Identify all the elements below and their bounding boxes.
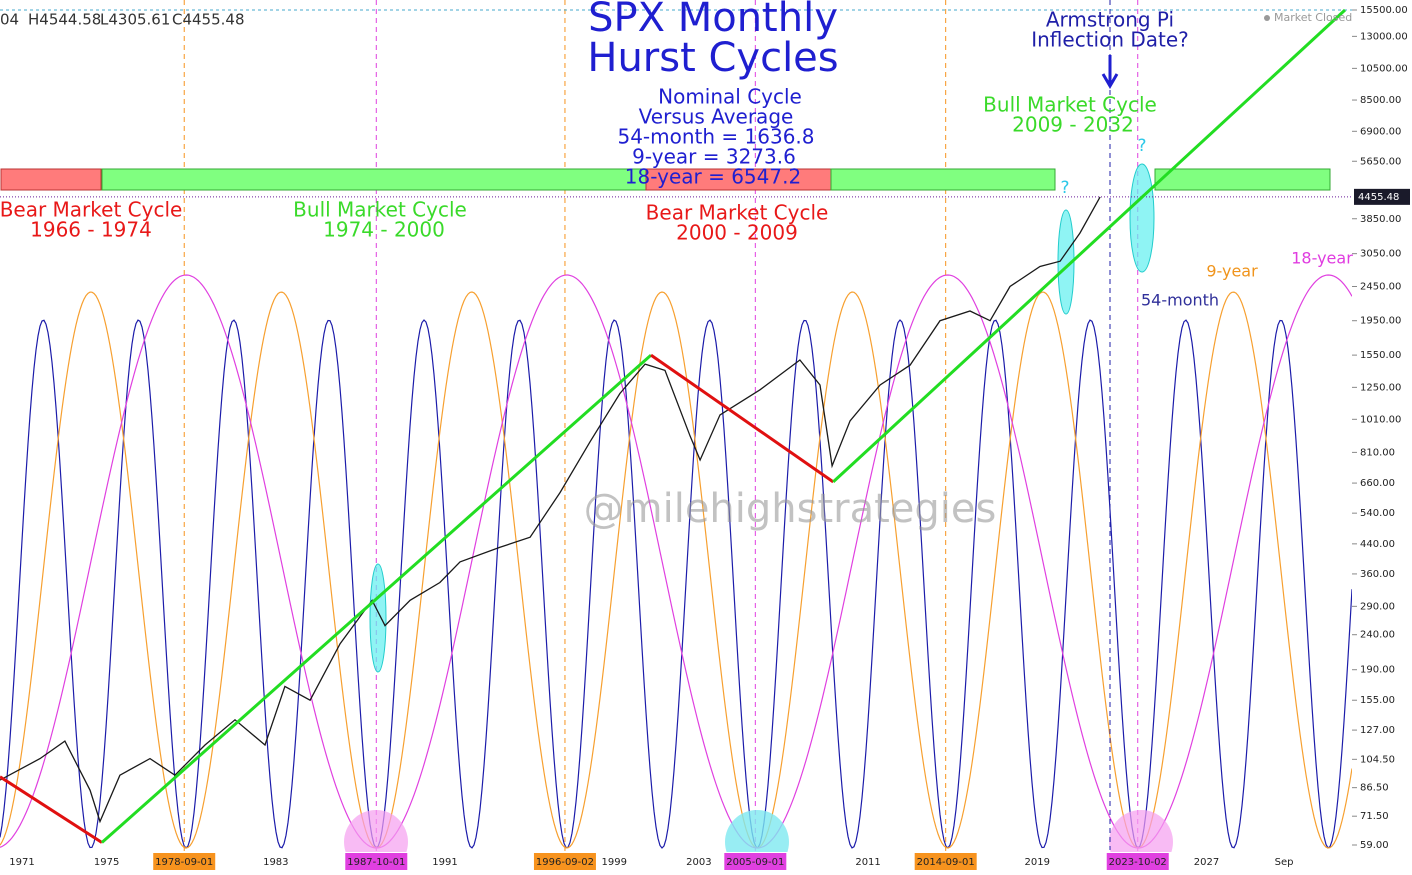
cycle-label: Bear Market Cycle xyxy=(646,201,829,225)
cycle-wave xyxy=(0,319,1353,849)
nominal: 54-month = 1636.8 xyxy=(617,125,814,149)
y-tick-label: 3050.00 xyxy=(1360,249,1401,260)
cycle-label: 1974 - 2000 xyxy=(323,218,445,242)
y-tick-label: 540.00 xyxy=(1360,508,1395,519)
cycle-waves xyxy=(0,0,1353,852)
x-axis-bg xyxy=(0,852,1352,871)
x-tick-highlight xyxy=(724,853,787,870)
x-tick-label: 2003 xyxy=(686,857,711,868)
y-tick-label: 440.00 xyxy=(1360,539,1395,550)
y-tick-label: 127.00 xyxy=(1360,725,1395,736)
y-tick-label: 360.00 xyxy=(1360,569,1395,580)
x-tick-label: 2011 xyxy=(855,857,880,868)
nominal: 18-year = 6547.2 xyxy=(625,165,801,189)
y-tick-label: 810.00 xyxy=(1360,447,1395,458)
cycle-label: 1966 - 1974 xyxy=(30,218,152,242)
last-price-box xyxy=(1354,188,1410,205)
trend-line xyxy=(832,8,1347,484)
ohlc: H4544.58 xyxy=(28,11,101,29)
trend-line xyxy=(0,775,103,844)
x-tick-highlight xyxy=(533,853,596,870)
x-tick-label: 2019 xyxy=(1025,857,1050,868)
y-tick-label: 6900.00 xyxy=(1360,126,1401,137)
y-tick-label: 86.50 xyxy=(1360,783,1389,794)
cycle-label: 2009 - 2032 xyxy=(1012,113,1134,137)
y-tick-label: 71.50 xyxy=(1360,811,1389,822)
y-tick-label: 1950.00 xyxy=(1360,316,1401,327)
trend-line xyxy=(650,353,835,484)
wave-label: 54-month xyxy=(1141,291,1219,310)
last-price-label: 4455.48 xyxy=(1358,192,1399,203)
x-tick-label: 2005-09-01 xyxy=(726,857,784,868)
y-tick-label: 3850.00 xyxy=(1360,214,1401,225)
trend-line xyxy=(100,353,652,844)
ohlc: 04 xyxy=(0,11,19,29)
wave-label: 9-year xyxy=(1206,262,1258,281)
highlight-ellipse xyxy=(1129,163,1155,273)
x-tick-label: 1975 xyxy=(94,857,119,868)
x-tick-label: 1978-09-01 xyxy=(155,857,213,868)
nominal: Nominal Cycle xyxy=(658,85,802,109)
question: ? xyxy=(1060,178,1069,198)
y-tick-label: 240.00 xyxy=(1360,630,1395,641)
bear-band xyxy=(0,168,102,191)
cycle-label: 2000 - 2009 xyxy=(676,221,798,245)
cycle-label: Bull Market Cycle xyxy=(293,198,467,222)
armstrong: Inflection Date? xyxy=(1031,28,1189,52)
y-tick-label: 1550.00 xyxy=(1360,350,1401,361)
x-tick-label: 2014-09-01 xyxy=(917,857,975,868)
ohlc: C4455.48 xyxy=(172,11,245,29)
axis-bg xyxy=(1352,0,1412,871)
x-tick-label: 1983 xyxy=(263,857,288,868)
x-tick-label: 1987-10-01 xyxy=(347,857,405,868)
highlight-ellipse xyxy=(369,563,387,673)
x-tick-highlight xyxy=(153,853,216,870)
status-dot xyxy=(1264,15,1270,21)
y-tick-label: 290.00 xyxy=(1360,601,1395,612)
y-tick-label: 660.00 xyxy=(1360,478,1395,489)
bull-band xyxy=(830,168,1056,191)
y-tick-label: 13000.00 xyxy=(1360,31,1408,42)
y-tick-label: 15500.00 xyxy=(1360,5,1408,16)
nominal: Versus Average xyxy=(639,105,794,129)
x-tick-label: 1996-09-02 xyxy=(536,857,594,868)
x-tick-highlight xyxy=(1106,853,1169,870)
y-tick-label: 10500.00 xyxy=(1360,63,1408,74)
y-tick-label: 1010.00 xyxy=(1360,414,1401,425)
y-tick-label: 1250.00 xyxy=(1360,382,1401,393)
bull-band xyxy=(1154,168,1331,191)
x-tick-label: 1971 xyxy=(9,857,34,868)
y-tick-label: 59.00 xyxy=(1360,840,1389,851)
x-tick-highlight xyxy=(914,853,977,870)
armstrong: Armstrong Pi xyxy=(1046,8,1174,32)
status: Market Closed xyxy=(1274,11,1352,24)
watermark: @milehighstrategies xyxy=(584,486,997,532)
title: Hurst Cycles xyxy=(587,35,838,81)
bull-band xyxy=(101,168,647,191)
y-tick-label: 5650.00 xyxy=(1360,156,1401,167)
arrow xyxy=(1101,55,1119,89)
x-tick-label: 1991 xyxy=(432,857,457,868)
cycle-label: Bear Market Cycle xyxy=(0,198,182,222)
price-line xyxy=(0,196,1101,824)
question: ? xyxy=(1137,136,1146,156)
wave-label: 18-year xyxy=(1291,249,1353,268)
y-tick-label: 190.00 xyxy=(1360,665,1395,676)
y-tick-label: 155.00 xyxy=(1360,695,1395,706)
nominal: 9-year = 3273.6 xyxy=(632,145,796,169)
x-tick-label: Sep xyxy=(1275,857,1294,868)
x-tick-label: 2027 xyxy=(1194,857,1219,868)
x-tick-label: 1999 xyxy=(602,857,627,868)
title: SPX Monthly xyxy=(588,0,838,41)
y-tick-label: 104.50 xyxy=(1360,754,1395,765)
y-tick-label: 2450.00 xyxy=(1360,281,1401,292)
cycle-label: Bull Market Cycle xyxy=(983,93,1157,117)
x-tick-highlight xyxy=(345,853,408,870)
ohlc: L4305.61 xyxy=(100,11,170,29)
x-tick-label: 2023-10-02 xyxy=(1109,857,1167,868)
y-tick-label: 8500.00 xyxy=(1360,95,1401,106)
